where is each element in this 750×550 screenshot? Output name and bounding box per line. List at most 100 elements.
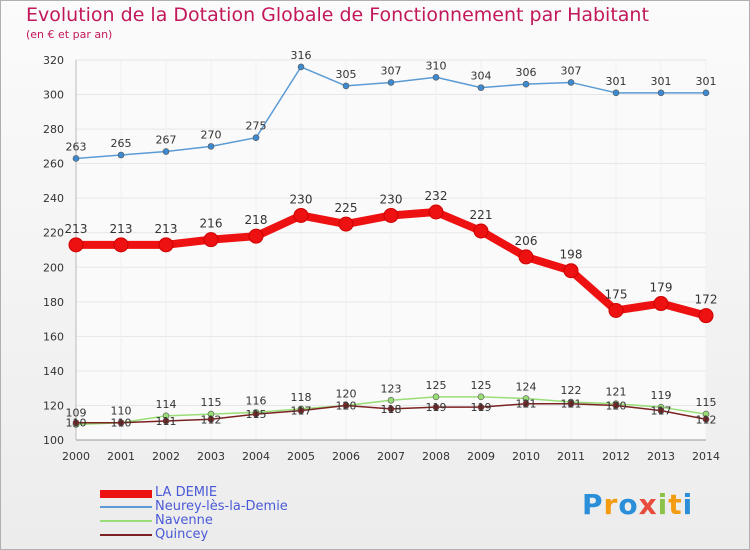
data-label: 198 <box>560 248 583 262</box>
y-tick-label: 140 <box>43 365 64 378</box>
data-label: 112 <box>696 413 717 426</box>
y-tick-label: 320 <box>43 54 64 67</box>
data-point <box>432 393 440 401</box>
data-point <box>383 207 399 223</box>
data-label: 123 <box>381 382 402 395</box>
data-point <box>657 407 665 414</box>
y-tick-label: 240 <box>43 192 64 205</box>
data-label: 232 <box>425 189 448 203</box>
data-label: 119 <box>426 401 447 414</box>
data-point <box>117 151 125 159</box>
data-point <box>207 415 215 423</box>
data-point <box>612 402 620 409</box>
data-point <box>158 237 174 253</box>
data-point <box>477 393 485 401</box>
data-label: 310 <box>426 59 447 72</box>
data-label: 125 <box>426 379 447 392</box>
data-point <box>473 223 489 239</box>
x-tick-label: 2002 <box>152 450 180 463</box>
y-tick-label: 120 <box>43 399 64 412</box>
data-label: 206 <box>515 234 538 248</box>
data-point <box>567 79 575 86</box>
data-point <box>477 84 485 91</box>
data-point <box>387 396 395 404</box>
data-label: 230 <box>290 192 313 206</box>
y-tick-label: 280 <box>43 123 64 136</box>
data-label: 263 <box>66 140 87 153</box>
x-tick-label: 2007 <box>377 450 405 463</box>
data-label: 117 <box>291 405 312 418</box>
data-label: 230 <box>380 192 403 206</box>
data-label: 118 <box>381 403 402 416</box>
data-label: 115 <box>246 408 267 421</box>
y-tick-label: 180 <box>43 296 64 309</box>
data-point <box>387 405 395 413</box>
data-label: 216 <box>200 217 223 231</box>
data-point <box>297 407 305 414</box>
x-tick-label: 2009 <box>467 450 495 463</box>
data-label: 316 <box>291 49 312 62</box>
data-label: 179 <box>650 281 673 295</box>
legend-swatch-quincey <box>100 534 152 536</box>
data-label: 119 <box>471 401 492 414</box>
data-label: 121 <box>561 398 582 411</box>
data-label: 301 <box>651 75 672 88</box>
data-label: 124 <box>516 381 537 394</box>
data-label: 221 <box>470 208 493 222</box>
y-tick-label: 160 <box>43 330 64 343</box>
data-point <box>608 302 624 318</box>
data-label: 172 <box>695 293 718 307</box>
x-tick-label: 2013 <box>647 450 675 463</box>
data-label: 175 <box>605 287 628 301</box>
data-point <box>72 419 80 427</box>
legend-swatch-neurey <box>100 506 152 508</box>
data-point <box>252 134 260 142</box>
legend-label: Quincey <box>155 527 209 542</box>
data-point <box>563 263 579 279</box>
data-label: 307 <box>561 64 582 77</box>
data-point <box>68 237 84 253</box>
data-point <box>248 228 264 244</box>
data-point <box>72 155 80 162</box>
chart-subtitle: (en € et par an) <box>26 28 113 41</box>
data-label: 122 <box>561 384 582 397</box>
data-point <box>293 207 309 223</box>
data-point <box>653 296 669 312</box>
data-label: 213 <box>155 222 178 236</box>
x-tick-label: 2003 <box>197 450 225 463</box>
proxiti-logo: Proxiti <box>582 488 694 521</box>
x-tick-label: 2012 <box>602 450 630 463</box>
data-label: 110 <box>111 417 132 430</box>
x-tick-label: 2001 <box>107 450 135 463</box>
data-point <box>702 415 710 423</box>
data-label: 121 <box>516 398 537 411</box>
data-point <box>297 63 305 71</box>
data-label: 120 <box>336 387 357 400</box>
data-label: 213 <box>65 222 88 236</box>
data-point <box>203 232 219 248</box>
data-label: 125 <box>471 379 492 392</box>
legend-label: LA DEMIE <box>155 485 218 500</box>
data-point <box>252 410 260 418</box>
x-tick-label: 2008 <box>422 450 450 463</box>
data-label: 301 <box>606 75 627 88</box>
data-point <box>518 249 534 265</box>
data-point <box>207 143 215 150</box>
x-tick-label: 2014 <box>692 450 720 463</box>
data-label: 118 <box>291 391 312 404</box>
data-point <box>117 419 125 427</box>
data-label: 267 <box>156 134 177 147</box>
data-point <box>342 82 350 90</box>
data-point <box>477 403 485 411</box>
data-label: 301 <box>696 75 717 88</box>
data-point <box>113 237 129 253</box>
data-point <box>432 73 440 81</box>
x-tick-label: 2006 <box>332 450 360 463</box>
data-label: 225 <box>335 201 358 215</box>
data-label: 117 <box>651 405 672 418</box>
data-point <box>657 89 665 97</box>
data-label: 110 <box>111 405 132 418</box>
y-tick-label: 100 <box>43 434 64 447</box>
data-label: 265 <box>111 137 132 150</box>
